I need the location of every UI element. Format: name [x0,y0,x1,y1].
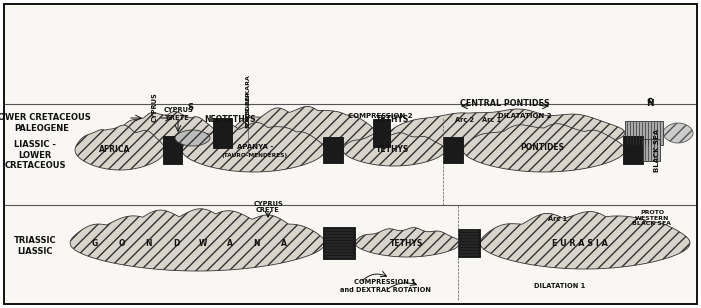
Text: O: O [118,238,125,248]
Polygon shape [463,124,625,172]
Text: LIASSIC -
LOWER
CRETACEOUS: LIASSIC - LOWER CRETACEOUS [4,140,66,170]
Text: CENTRAL PONTIDES: CENTRAL PONTIDES [460,99,550,108]
Text: W: W [199,238,207,248]
Text: NEOTETHYS: NEOTETHYS [204,116,256,124]
Text: PROTO
WESTERN
BLACK SEA: PROTO WESTERN BLACK SEA [632,210,672,226]
Text: DILATATION 1: DILATATION 1 [534,283,585,289]
Text: N: N [146,238,152,248]
Text: TETHYS: TETHYS [390,238,423,248]
Text: LOWER CRETACEOUS
PALEOGENE: LOWER CRETACEOUS PALEOGENE [0,113,91,133]
Polygon shape [390,109,625,153]
Text: TETHYS: TETHYS [375,145,409,155]
Text: A: A [227,238,233,248]
Text: G: G [92,238,98,248]
Text: TRIASSIC
LIASSIC: TRIASSIC LIASSIC [14,236,56,256]
Text: E U R A S I A: E U R A S I A [552,238,608,248]
Bar [373,119,390,147]
Text: Arc 1: Arc 1 [482,117,501,123]
Bar [213,118,232,148]
Polygon shape [232,107,375,155]
Bar [443,137,463,163]
Bar [323,227,355,259]
Polygon shape [182,123,325,172]
Bar [623,136,643,164]
Bar [643,139,660,161]
Text: CYPRUS
CRETE: CYPRUS CRETE [163,107,193,120]
Text: CYPRUS
CRETE: CYPRUS CRETE [253,201,283,213]
Polygon shape [343,133,445,166]
Text: S: S [187,103,193,111]
Bar [625,121,663,145]
Text: (TAURO-MENDERES): (TAURO-MENDERES) [222,152,288,157]
Text: N: N [646,99,654,108]
Polygon shape [120,111,215,151]
Bar [323,137,343,163]
Bar [163,136,182,164]
Text: FOREDEEP: FOREDEEP [245,91,250,128]
Text: TETHYS: TETHYS [375,116,409,124]
Text: Arc 1: Arc 1 [548,216,568,222]
Polygon shape [70,209,325,271]
Text: AFRICA: AFRICA [100,145,130,155]
Text: COMPRESSION 1
and DEXTRAL ROTATION: COMPRESSION 1 and DEXTRAL ROTATION [339,279,430,293]
Text: COMPRESSION 2: COMPRESSION 2 [348,113,412,119]
Polygon shape [75,125,165,170]
Text: N: N [254,238,260,248]
Text: Arc 2: Arc 2 [456,117,475,123]
Text: IZMIR-ANKARA: IZMIR-ANKARA [245,75,250,128]
Text: APANYA -: APANYA - [237,144,273,150]
Text: A: A [281,238,287,248]
Polygon shape [355,228,460,257]
Text: BLACK SEA: BLACK SEA [654,128,660,172]
Text: CYPRUS: CYPRUS [152,92,158,122]
Text: D: D [173,238,179,248]
Text: PONTIDES: PONTIDES [520,144,564,152]
Polygon shape [175,130,210,146]
Polygon shape [480,212,690,269]
Text: DILATATION 2: DILATATION 2 [498,113,552,119]
Bar [458,229,480,257]
Polygon shape [663,123,693,143]
